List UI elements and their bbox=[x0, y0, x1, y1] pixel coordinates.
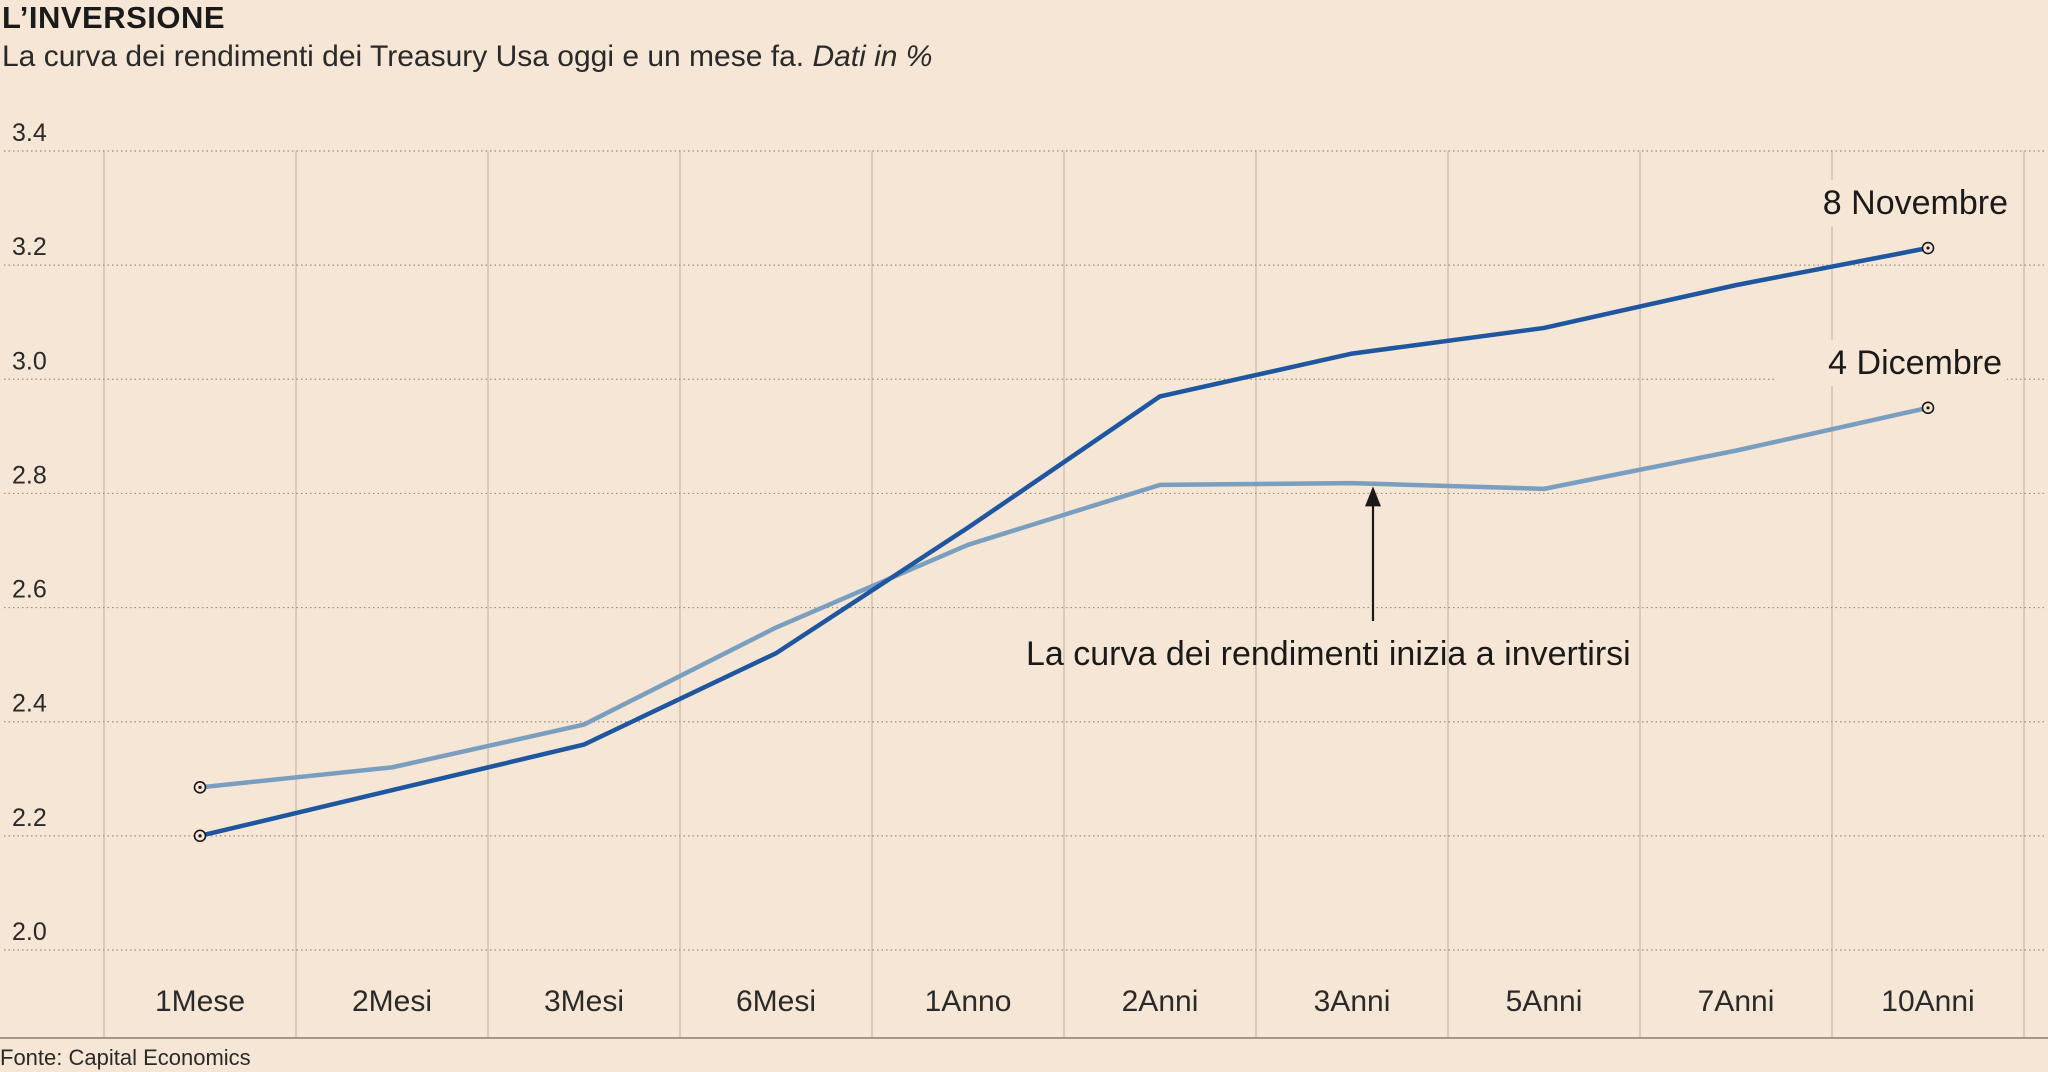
series-label-bg bbox=[1777, 339, 2007, 386]
x-tick-label: 7Anni bbox=[1698, 985, 1775, 1018]
chart-subtitle: La curva dei rendimenti dei Treasury Usa… bbox=[2, 40, 932, 74]
series-line bbox=[197, 405, 1931, 790]
y-tick-label: 2.2 bbox=[12, 804, 47, 832]
source-note: Fonte: Capital Economics bbox=[0, 1045, 251, 1070]
axes: 2.0 2.2 2.4 2.6 2.8 3.0 3.2 3.4 1Mese 2Mesi 3Mesi 6… bbox=[0, 119, 2048, 1039]
x-tick-label: 1Anno bbox=[925, 985, 1012, 1018]
series-line bbox=[197, 245, 1931, 839]
y-tick-label: 3.2 bbox=[12, 233, 47, 261]
y-tick-label: 3.4 bbox=[12, 119, 47, 147]
y-tick-label: 2.0 bbox=[12, 918, 47, 946]
x-tick-label: 2Mesi bbox=[352, 985, 432, 1018]
series-label: 4 Dicembre bbox=[1828, 344, 2002, 382]
y-tick-label: 2.6 bbox=[12, 576, 47, 604]
y-tick-label: 2.4 bbox=[12, 690, 47, 718]
x-tick-label: 10Anni bbox=[1881, 985, 1974, 1018]
subtitle-text: La curva dei rendimenti dei Treasury Usa… bbox=[2, 40, 805, 73]
series bbox=[193, 241, 1935, 843]
series-endpoint-dot bbox=[198, 785, 202, 789]
series-endpoint-dot bbox=[198, 834, 202, 838]
series-endpoint-dot bbox=[1926, 246, 1930, 250]
grid bbox=[4, 150, 2046, 1037]
annotation-text: La curva dei rendimenti inizia a inverti… bbox=[1026, 635, 1631, 673]
labels: 8 Novembre 4 Dicembre La curva dei rendime… bbox=[1026, 180, 2013, 673]
y-tick-label: 3.0 bbox=[12, 347, 47, 375]
series-label: 8 Novembre bbox=[1823, 184, 2008, 222]
series-label-bg bbox=[1783, 180, 2013, 227]
series-endpoint-dot bbox=[1926, 406, 1930, 410]
subtitle-unit: Dati in % bbox=[812, 40, 933, 73]
x-tick-label: 6Mesi bbox=[736, 985, 816, 1018]
x-tick-label: 2Anni bbox=[1122, 985, 1199, 1018]
y-tick-label: 2.8 bbox=[12, 461, 47, 489]
chart-title: L’INVERSIONE bbox=[2, 0, 226, 35]
x-tick-label: 5Anni bbox=[1506, 985, 1583, 1018]
yield-curve-chart: 2.0 2.2 2.4 2.6 2.8 3.0 3.2 3.4 1Mese 2Mesi 3Mesi 6… bbox=[0, 119, 2048, 1039]
x-tick-label: 3Anni bbox=[1314, 985, 1391, 1018]
x-tick-label: 3Mesi bbox=[544, 985, 624, 1018]
annotation-arrow-head bbox=[1365, 486, 1381, 507]
x-tick-label: 1Mese bbox=[155, 985, 245, 1018]
